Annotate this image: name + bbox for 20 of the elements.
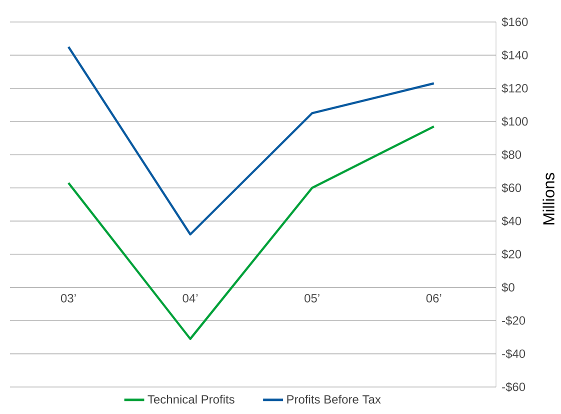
x-tick-label: 04’ bbox=[182, 294, 198, 302]
y-tick-label: $40 bbox=[502, 216, 522, 226]
y-tick-label: $160 bbox=[502, 17, 528, 27]
legend-label: Technical Profits bbox=[148, 394, 234, 404]
line-series bbox=[67, 46, 435, 236]
y-tick-label: -$20 bbox=[502, 316, 526, 326]
y-tick-label: -$60 bbox=[502, 382, 526, 392]
y-tick-label: $20 bbox=[502, 249, 522, 260]
legend-label: Profits Before Tax bbox=[287, 394, 381, 404]
y-tick-label: $60 bbox=[502, 183, 522, 193]
y-tick-label: $140 bbox=[502, 50, 528, 60]
y-axis-title: Millions bbox=[542, 172, 554, 224]
x-tick-label: 05’ bbox=[304, 294, 320, 302]
y-tick-label: $0 bbox=[502, 282, 514, 292]
y-tick-label: -$40 bbox=[502, 348, 526, 359]
y-tick-label: $80 bbox=[502, 150, 522, 160]
y-tick-label: $120 bbox=[502, 84, 528, 94]
y-tick-label: $100 bbox=[502, 116, 528, 126]
x-tick-label: 03’ bbox=[60, 294, 76, 302]
x-tick-label: 06’ bbox=[426, 294, 442, 302]
